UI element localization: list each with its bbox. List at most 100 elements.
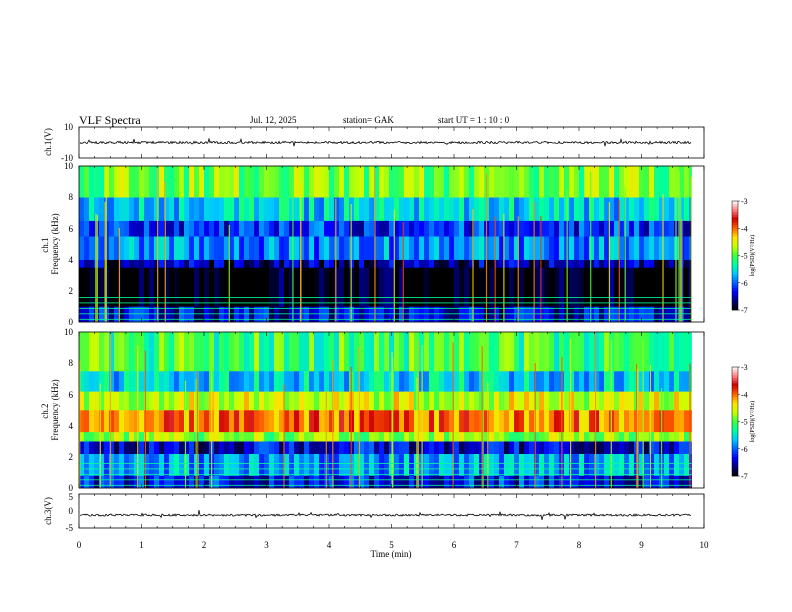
ch1-spec-cell (109, 306, 115, 323)
ch2-spec-ylabel-line1: ch.2 (40, 404, 50, 419)
ch2-spec-cell (329, 391, 335, 411)
ch2-spec-cell (669, 475, 675, 489)
ch2-spec-cell (94, 441, 100, 454)
ch2-spec-cell (289, 391, 295, 411)
ch1-spec-cell (249, 166, 255, 198)
ch2-spec-cell (484, 441, 490, 454)
ch1-spec-cell (159, 259, 165, 268)
ch1-spec-column-58 (369, 166, 375, 323)
ch2-spec-cell (684, 431, 690, 442)
ch1-spec-cell (269, 259, 275, 268)
ch2-spec-cell (334, 391, 340, 411)
ch2-colorbar-swatch (732, 421, 738, 425)
ch1-spec-column-102 (589, 166, 595, 323)
ch1-spec-cell (514, 259, 520, 268)
ch1-spec-cell (649, 220, 655, 237)
ch1-spec-cell (394, 166, 400, 198)
ch1-spec-narrowband-line (79, 302, 692, 304)
ch1-spec-cell (659, 236, 665, 260)
ch2-spec-cell (589, 475, 595, 489)
ch2-spec-cell (554, 391, 560, 411)
ch1-spec-column-73 (444, 166, 450, 323)
ch1-spec-cell (504, 220, 510, 237)
ch2-spec-cell (429, 410, 435, 433)
ch1-spec-cell (614, 306, 620, 323)
ch1-spec-cell (79, 259, 85, 268)
ch1-spec-cell (434, 236, 440, 260)
ch1-spec-cell (664, 306, 670, 323)
ch2-spec-cell (314, 431, 320, 442)
ch1-spec-cell (229, 197, 235, 221)
ch2-spec-cell (154, 371, 160, 392)
ch1-spec-cell (279, 259, 285, 268)
ch2-spec-cell (474, 391, 480, 411)
ch1-spec-cell (299, 236, 305, 260)
ch1-spec-cell (464, 197, 470, 221)
ch2-spec-cell (539, 410, 545, 433)
ch2-spec-cell (359, 391, 365, 411)
ch2-spec-column-31 (234, 332, 240, 489)
ch2-colorbar-swatch (732, 465, 738, 469)
ch1-spec-cell (504, 236, 510, 260)
ch1-spec-cell (689, 197, 692, 221)
ch2-spec-cell (374, 453, 380, 476)
ch1-spec-cell (214, 306, 220, 323)
ch1-spec-cell (444, 236, 450, 260)
ch1-spec-cell (459, 267, 465, 307)
ch2-spec-column-117 (664, 332, 670, 489)
ch2-spec-cell (619, 475, 625, 489)
ch1-spec-cell (524, 166, 530, 198)
x-tick-label-7: 7 (514, 540, 519, 550)
ch2-spec-cell (459, 410, 465, 433)
ch2-spec-cell (79, 475, 85, 489)
ch2-spec-cell (339, 371, 345, 392)
ch2-spec-cell (469, 410, 475, 433)
ch2-spec-cell (154, 431, 160, 442)
ch2-spec-cell (399, 371, 405, 392)
ch1-spec-cell (329, 267, 335, 307)
ch1-spec-cell (464, 166, 470, 198)
ch1-spec-cell (214, 236, 220, 260)
ch1-spec-column-13 (144, 166, 150, 323)
ch1-spec-cell (274, 306, 280, 323)
ch1-spec-impulse (494, 216, 496, 322)
ch2-spec-cell (119, 332, 125, 372)
ch2-spec-cell (494, 410, 500, 433)
ch1-spec-cell (599, 166, 605, 198)
ch1-spec-cell (79, 306, 85, 323)
ch2-spec-cell (259, 475, 265, 489)
ch1-spec-cell (634, 267, 640, 307)
ch1-spec-cell (674, 267, 680, 307)
ch2-spec-cell (544, 391, 550, 411)
ch2-spec-cell (204, 441, 210, 454)
ch2-spec-cell (134, 371, 140, 392)
ch1-spec-cell (379, 220, 385, 237)
ch1-spec-column-67 (414, 166, 420, 323)
ch2-spec-cell (159, 332, 165, 372)
ch2-spec-cell (629, 332, 635, 372)
ch1-spec-cell (434, 306, 440, 323)
ch2-spec-cell (339, 391, 345, 411)
ch1-spec-narrowband-line (79, 307, 692, 309)
ch1-spec-cell (344, 166, 350, 198)
ch1-spec-cell (629, 236, 635, 260)
ch2-spec-cell (179, 391, 185, 411)
ch2-spec-cell (204, 332, 210, 372)
ch1-spec-cell (644, 306, 650, 323)
ch2-spec-cell (379, 453, 385, 476)
ch2-spec-cell (334, 475, 340, 489)
ch1-spec-cell (494, 166, 500, 198)
ch1-spec-cell (394, 197, 400, 221)
ch2-spec-cell (204, 431, 210, 442)
ch2-spec-cell (564, 453, 570, 476)
ch2-spec-column-100 (579, 332, 585, 489)
ch2-spec-cell (644, 332, 650, 372)
ch1-spec-cell (139, 259, 145, 268)
ch1-spec-cell (529, 267, 535, 307)
ch2-spec-cell (354, 332, 360, 372)
ch2-spec-cell (109, 475, 115, 489)
ch1-spec-cell (639, 166, 645, 198)
ch2-spec-cell (239, 391, 245, 411)
ch2-spec-cell (284, 475, 290, 489)
ch2-spec-cell (344, 441, 350, 454)
